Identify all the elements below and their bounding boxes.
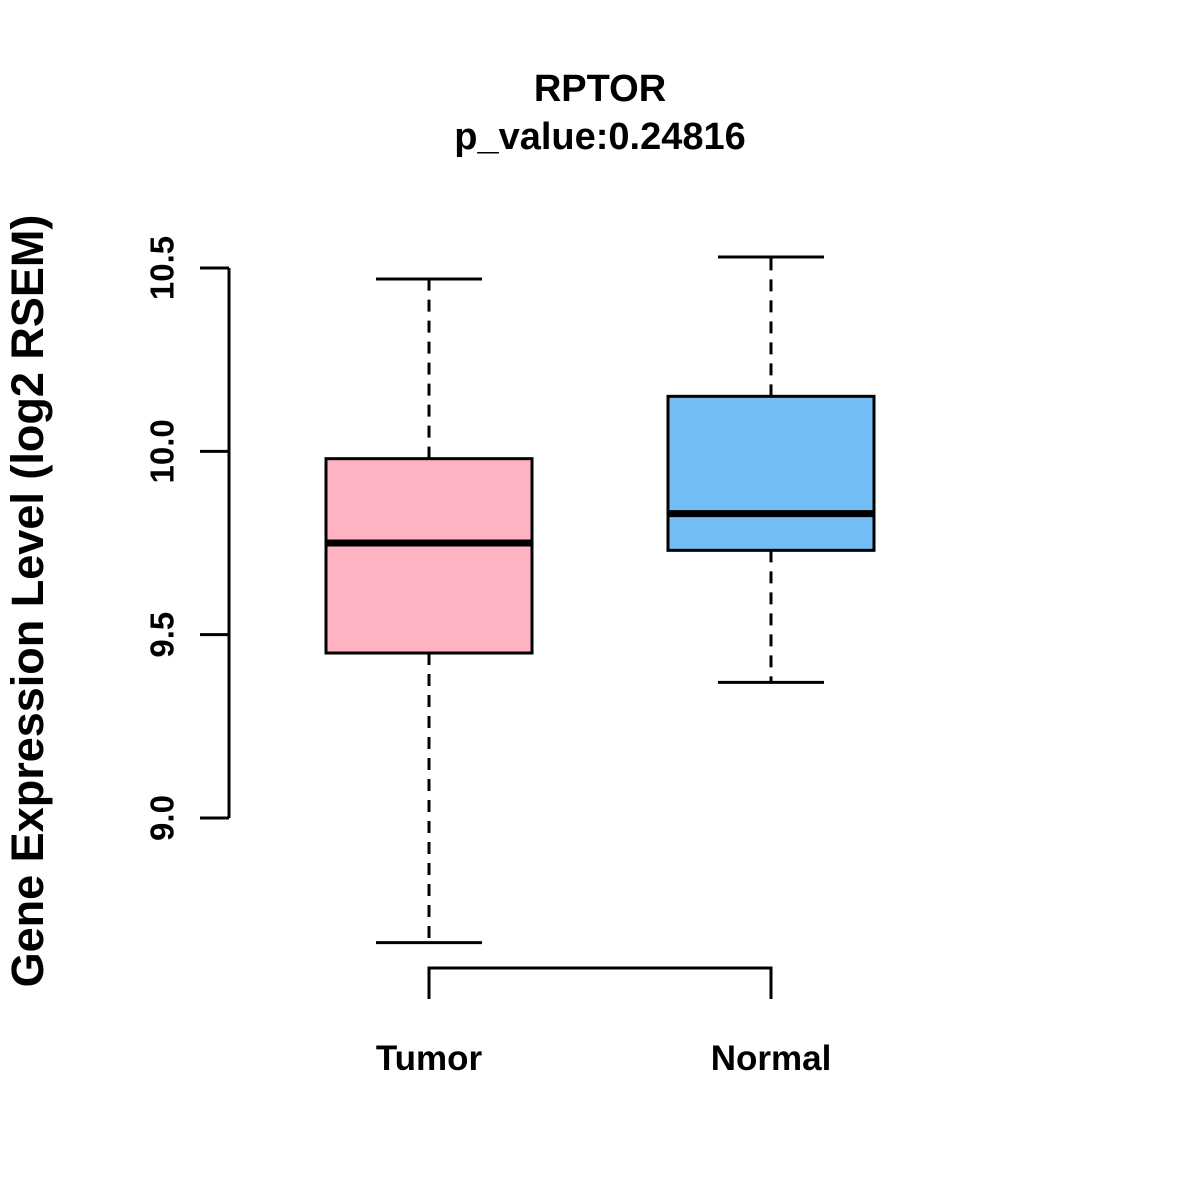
y-tick-label: 10.5: [144, 236, 181, 300]
x-category-label-normal: Normal: [711, 1039, 832, 1078]
normal-box: [666, 394, 876, 552]
y-tick-label: 9.5: [144, 612, 181, 658]
chart-title: RPTOR: [533, 68, 667, 110]
y-tick-label: 10.0: [144, 419, 181, 483]
tumor-box: [324, 457, 534, 655]
x-axis-line: [427, 966, 773, 999]
y-tick-label: 9.0: [144, 795, 181, 841]
chart-subtitle: p_value:0.24816: [454, 116, 746, 158]
x-category-label-tumor: Tumor: [376, 1039, 483, 1078]
